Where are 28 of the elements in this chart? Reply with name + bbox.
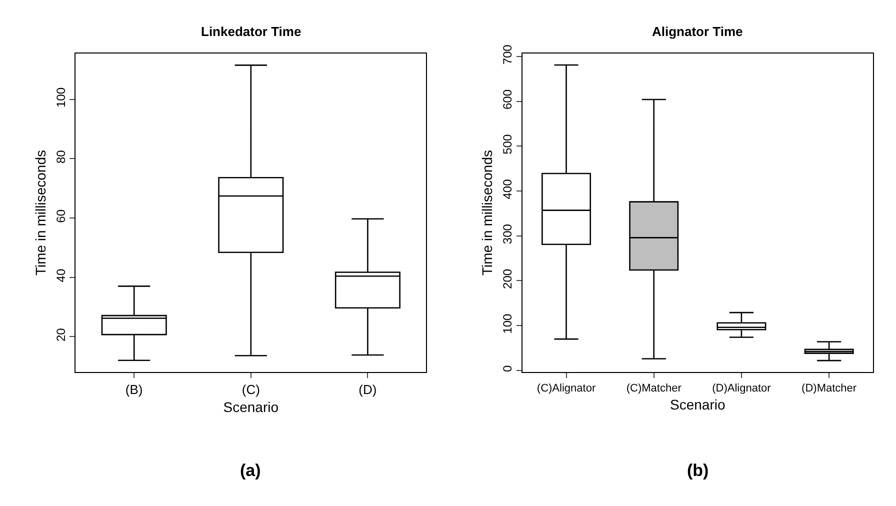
y-tick-label: 100 <box>500 313 515 334</box>
y-tick-label: 20 <box>54 328 68 342</box>
x-tick-label: (D)Matcher <box>802 382 857 394</box>
chart-title: Linkedator Time <box>201 24 302 39</box>
y-tick-label: 100 <box>54 87 68 108</box>
x-tick-label: (B) <box>125 382 143 397</box>
y-tick-label: 0 <box>500 364 515 372</box>
y-tick-label: 40 <box>54 268 68 282</box>
y-tick-label: 500 <box>500 134 515 154</box>
y-axis-title: Time in milliseconds <box>479 150 496 276</box>
x-axis-title: Scenario <box>223 399 279 416</box>
y-tick-label: 200 <box>500 268 515 289</box>
y-tick-label: 600 <box>500 89 515 110</box>
y-axis-title: Time in milliseconds <box>32 150 48 276</box>
chart-title: Alignator Time <box>652 24 743 39</box>
x-tick-label: (D) <box>358 382 377 397</box>
x-tick-label: (C)Alignator <box>536 382 596 394</box>
text: (a) <box>240 461 261 480</box>
y-tick-label: 400 <box>500 178 515 200</box>
text: (b) <box>687 461 709 480</box>
x-axis-title: Scenario <box>670 396 726 413</box>
x-tick-label: (C) <box>242 382 260 397</box>
y-tick-label: 700 <box>500 44 515 65</box>
y-tick-label: 80 <box>54 150 68 164</box>
y-tick-label: 60 <box>54 209 68 223</box>
y-tick-label: 300 <box>500 224 515 244</box>
x-tick-label: (D)Alignator <box>712 382 772 394</box>
x-tick-label: (C)Matcher <box>626 382 682 394</box>
